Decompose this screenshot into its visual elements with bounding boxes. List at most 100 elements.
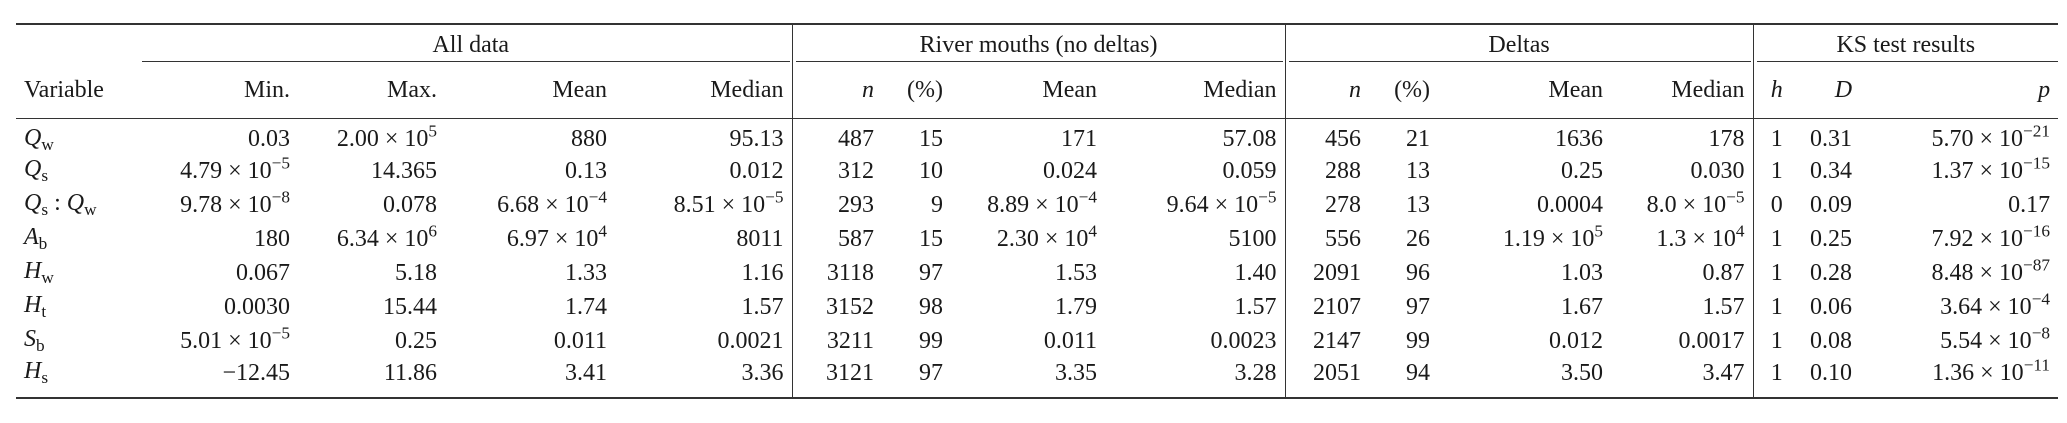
column-header-10: (%): [1394, 76, 1431, 103]
value-cell: 0.0030: [224, 293, 290, 320]
value-cell: 0.31: [1810, 125, 1853, 152]
column-header-7: Mean: [1042, 76, 1098, 103]
value-cell: 5.70 × 10−21: [1931, 121, 2051, 152]
value-cell: 2051: [1313, 359, 1362, 386]
value-cell: 96: [1406, 259, 1431, 286]
value-cell: 99: [1406, 327, 1431, 354]
table-row: Hs −12.45 11.86 3.41 3.36 3121 97 3.35 3.28 2051 9…: [16, 355, 2058, 399]
value-cell: 9.64 × 10−5: [1105, 188, 1286, 223]
value-cell: 15: [919, 125, 944, 152]
variable-cell: Hs: [24, 358, 49, 388]
value-cell: 1: [1770, 327, 1783, 354]
group-header-row: All data River mouths (no deltas) Deltas…: [16, 24, 2058, 63]
value-cell: 13: [1406, 191, 1431, 218]
value-cell: 14.365: [371, 157, 437, 184]
value-cell: 0.17: [2008, 191, 2051, 218]
value-cell: 0.28: [1810, 259, 1853, 286]
value-cell: 0.059: [1105, 154, 1286, 189]
value-cell: 2.00 × 105: [336, 121, 437, 152]
column-header-8: Median: [1105, 63, 1286, 118]
value-cell: 0.13: [565, 157, 607, 184]
value-cell: 98: [919, 293, 944, 320]
value-cell: 99: [919, 327, 944, 354]
column-header-3: Mean: [552, 76, 607, 103]
value-cell: 178: [1611, 118, 1754, 155]
value-cell: 94: [1406, 359, 1431, 386]
value-cell: 5100: [1105, 222, 1286, 257]
variable-cell: Qs : Qw: [24, 190, 97, 220]
table-row: Ab 180 6.34 × 106 6.97 × 104 8011 587 15 2.30 ×…: [16, 221, 2058, 257]
value-cell: 0.09: [1810, 191, 1853, 218]
value-cell: 13: [1406, 157, 1431, 184]
value-cell: 1.57: [615, 290, 793, 325]
group-river-mouths: River mouths (no deltas): [792, 24, 1286, 63]
value-cell: 9.78 × 10−8: [180, 187, 290, 218]
value-cell: 0.25: [1561, 157, 1604, 184]
value-cell: 3.35: [1055, 359, 1098, 386]
value-cell: 0.34: [1810, 157, 1853, 184]
variable-cell: Hw: [24, 258, 54, 288]
value-cell: −12.45: [222, 359, 290, 386]
value-cell: 57.08: [1105, 118, 1286, 155]
cmidrule-ks: [1757, 61, 2058, 62]
value-cell: 4.79 × 10−5: [180, 153, 290, 184]
value-cell: 293: [838, 191, 875, 218]
value-cell: 1.57: [1105, 290, 1286, 325]
value-cell: 1636: [1555, 125, 1604, 152]
value-cell: 8.48 × 10−87: [1931, 255, 2051, 286]
value-cell: 8011: [615, 222, 793, 257]
value-cell: 3.50: [1561, 359, 1604, 386]
value-cell: 8.51 × 10−5: [615, 188, 793, 223]
column-header-2: Max.: [387, 76, 437, 103]
value-cell: 7.92 × 10−16: [1931, 221, 2051, 252]
column-header-9: n: [1349, 76, 1362, 103]
value-cell: 0.25: [395, 327, 437, 354]
variable-cell: Qw: [24, 124, 54, 154]
value-cell: 2147: [1313, 327, 1362, 354]
table-body: Qw 0.03 2.00 × 105 880 95.13 487 15 171 57.08 456…: [16, 118, 2059, 399]
value-cell: 3152: [826, 293, 875, 320]
value-cell: 1.16: [615, 256, 793, 291]
value-cell: 312: [838, 157, 875, 184]
variable-cell: Qs: [24, 156, 49, 186]
value-cell: 0.25: [1810, 225, 1853, 252]
value-cell: 97: [919, 259, 944, 286]
value-cell: 1.53: [1055, 259, 1098, 286]
value-cell: 1.36 × 10−11: [1932, 355, 2051, 386]
value-cell: 180: [254, 225, 290, 252]
value-cell: 0.012: [1549, 327, 1604, 354]
table-row: Qs : Qw 9.78 × 10−8 0.078 6.68 × 10−4 8.51 ×…: [16, 187, 2058, 223]
group-deltas: Deltas: [1285, 24, 1754, 63]
column-header-6: (%): [907, 76, 944, 103]
column-header-1: Min.: [243, 76, 290, 103]
value-cell: 0.011: [1043, 327, 1098, 354]
value-cell: 2.30 × 104: [996, 221, 1098, 252]
value-cell: 0.024: [1043, 157, 1098, 184]
column-header-11: Mean: [1548, 76, 1604, 103]
value-cell: 3.47: [1611, 358, 1754, 399]
empty-header: [16, 24, 150, 63]
value-cell: 171: [1061, 125, 1098, 152]
column-header-14: D: [1834, 76, 1853, 103]
value-cell: 6.68 × 10−4: [497, 187, 607, 218]
value-cell: 3211: [826, 327, 875, 354]
value-cell: 97: [1406, 293, 1431, 320]
value-cell: 95.13: [615, 118, 793, 155]
value-cell: 0.012: [615, 154, 793, 189]
value-cell: 6.97 × 104: [506, 221, 607, 252]
value-cell: 0.078: [383, 191, 437, 218]
value-cell: 3.41: [565, 359, 607, 386]
value-cell: 1.40: [1105, 256, 1286, 291]
value-cell: 1: [1770, 125, 1783, 152]
value-cell: 0.08: [1810, 327, 1853, 354]
value-cell: 15: [919, 225, 944, 252]
value-cell: 11.86: [383, 359, 437, 386]
column-header-row: Variable Min. Max. Mean Median n (%) Mean Median…: [16, 63, 2058, 118]
value-cell: 1: [1770, 259, 1783, 286]
column-header-15: p: [2038, 76, 2051, 103]
value-cell: 3118: [826, 259, 875, 286]
column-header-13: h: [1770, 76, 1783, 103]
table-row: Ht 0.0030 15.44 1.74 1.57 3152 98 1.79 1.57 2107 9…: [16, 290, 2058, 325]
cmidrule-river-mouths: [796, 61, 1283, 62]
group-all-data: All data: [150, 24, 793, 63]
